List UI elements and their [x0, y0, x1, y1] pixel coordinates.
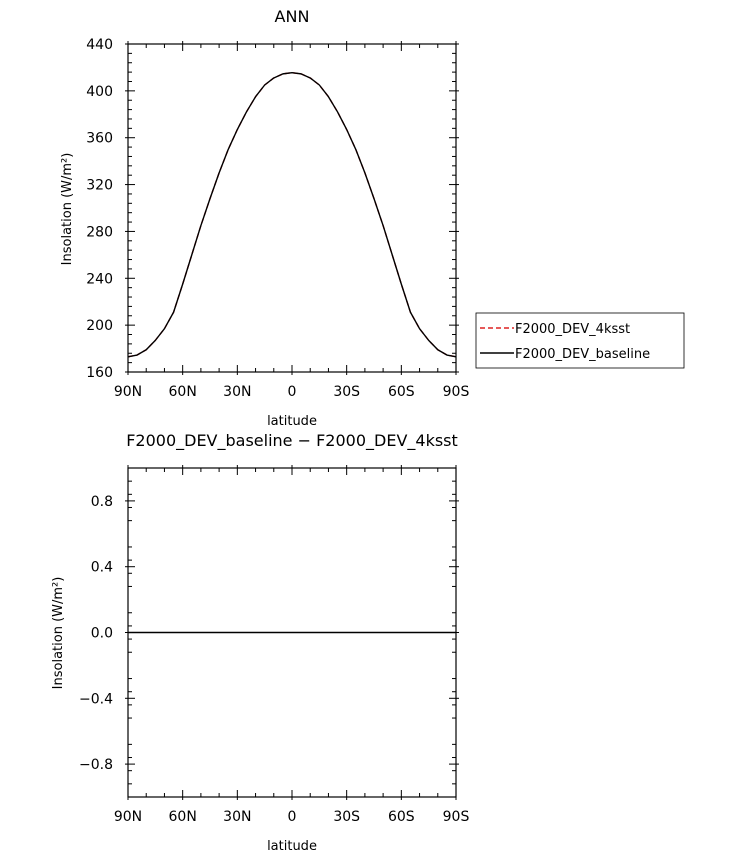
y-tick-label: 360 [86, 131, 113, 147]
y-tick-label: 0.4 [91, 560, 113, 576]
y-tick-label: 440 [86, 37, 113, 53]
x-tick-label: 30N [223, 384, 251, 400]
bottom-chart-frame [127, 467, 457, 798]
top-chart-y-axis-label: Insolation (W/m²) [60, 153, 75, 266]
x-tick-label: 0 [288, 384, 297, 400]
bottom-chart-ticks: 90N 60N 30N 0 30S 60S 90S −0.8 −0.4 0.0 0.4 0.8 [79, 465, 469, 825]
top-series-line-1 [127, 71, 457, 358]
x-tick-label: 90S [443, 384, 470, 400]
x-tick-label: 90N [114, 809, 142, 825]
x-tick-label: 0 [288, 809, 297, 825]
y-tick-label: 320 [86, 178, 113, 194]
x-tick-label: 60N [169, 384, 197, 400]
bottom-chart: F2000_DEV_baseline − F2000_DEV_4ksst Ins… [51, 431, 469, 854]
y-tick-label: 240 [86, 271, 113, 287]
y-tick-label: 200 [86, 318, 113, 334]
y-tick-label: −0.4 [79, 691, 113, 707]
y-tick-label: 280 [86, 224, 113, 240]
top-series-line-0 [127, 71, 457, 358]
x-tick-label: 30N [223, 809, 251, 825]
top-chart-title: ANN [275, 7, 310, 26]
x-tick-label: 60S [388, 809, 415, 825]
y-tick-label: −0.8 [79, 757, 113, 773]
y-tick-label: 0.0 [91, 626, 113, 642]
top-chart-x-axis-label: latitude [267, 414, 317, 429]
x-tick-label: 60S [388, 384, 415, 400]
bottom-chart-title: F2000_DEV_baseline − F2000_DEV_4ksst [126, 431, 458, 451]
y-tick-label: 0.8 [91, 494, 113, 510]
top-chart-frame [127, 43, 457, 373]
x-tick-label: 30S [333, 809, 360, 825]
top-chart-series [127, 71, 457, 358]
x-tick-label: 60N [169, 809, 197, 825]
y-tick-label: 160 [86, 365, 113, 381]
legend: F2000_DEV_4ksst F2000_DEV_baseline [475, 312, 685, 369]
x-tick-label: 90S [443, 809, 470, 825]
legend-label-4ksst: F2000_DEV_4ksst [515, 322, 630, 337]
legend-label-baseline: F2000_DEV_baseline [515, 347, 650, 362]
legend-box [475, 312, 685, 369]
top-chart: ANN Insolation (W/m²) latitude 90N 60N 30N… [60, 7, 685, 429]
bottom-chart-x-axis-label: latitude [267, 839, 317, 854]
x-tick-label: 90N [114, 384, 142, 400]
x-tick-label: 30S [333, 384, 360, 400]
y-tick-label: 400 [86, 84, 113, 100]
bottom-chart-y-axis-label: Insolation (W/m²) [51, 577, 66, 690]
top-chart-ticks: 90N 60N 30N 0 30S 60S 90S 160 200 240 280 320 360 400… [86, 37, 469, 400]
